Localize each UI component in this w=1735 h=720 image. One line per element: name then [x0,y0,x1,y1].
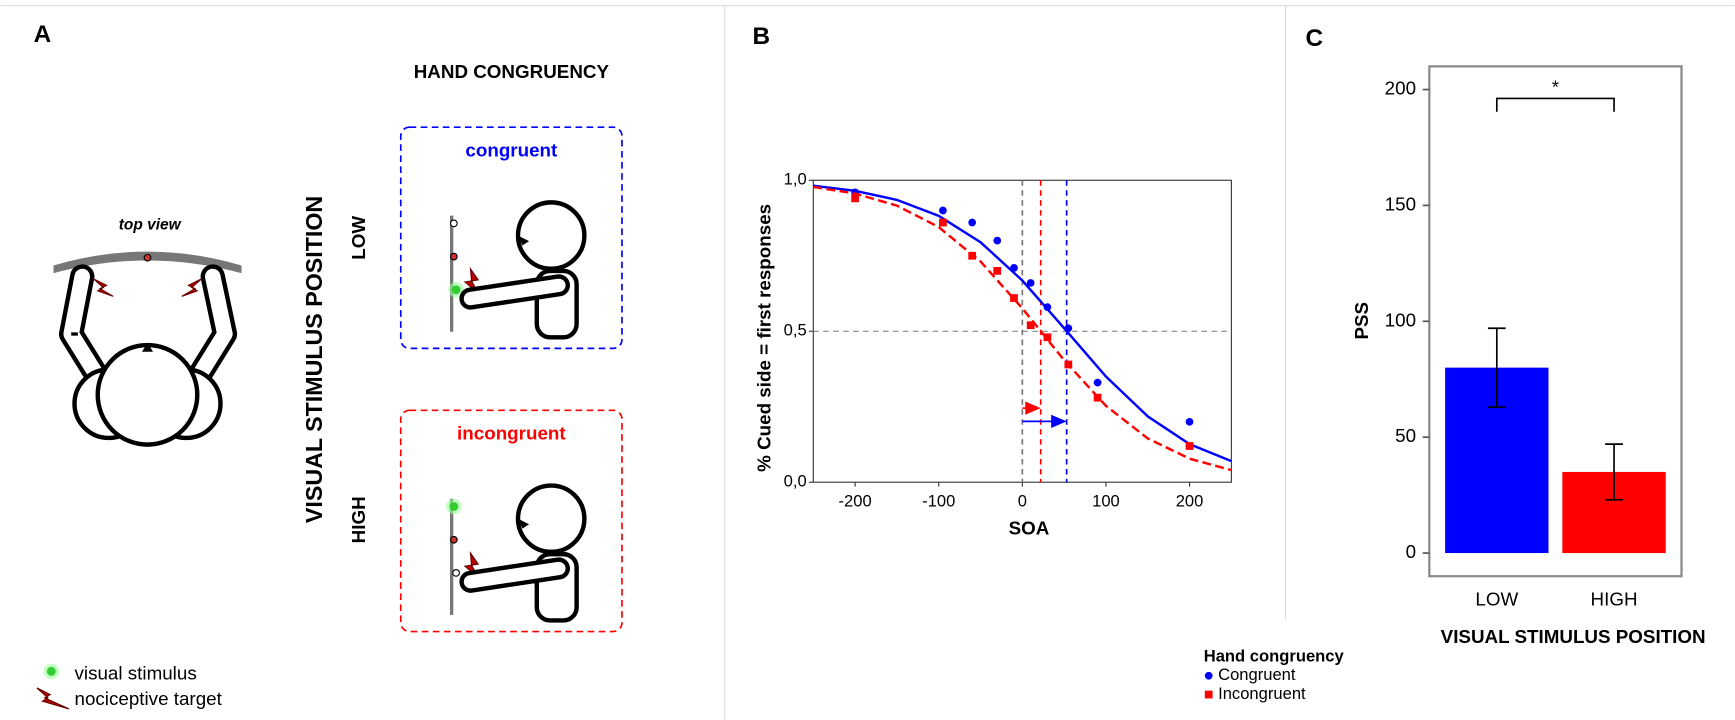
x-tick-label: 100 [1092,491,1120,510]
x-tick-label: HIGH [1591,589,1638,610]
significance-label: * [1552,76,1560,97]
data-point [939,218,947,227]
data-point [1185,442,1194,450]
x-tick-label: LOW [1475,589,1518,610]
data-point [1185,417,1194,426]
y-tick-label: 0,5 [784,321,807,340]
legend-label: nociceptive target [75,688,223,709]
y-tick-label: 0 [1406,541,1416,562]
legend-title: Hand congruency [1204,646,1345,665]
condition-box [399,409,623,633]
legend-marker [1204,690,1213,699]
shift-arrowhead [1025,401,1041,415]
fit-curve [813,184,1232,463]
data-point [993,236,1002,245]
column-header: HAND CONGRUENCY [414,61,610,82]
y-tick-label: 200 [1385,78,1416,99]
panel-label: B [752,23,770,50]
significance-bracket [1495,97,1615,112]
data-point [1026,279,1035,287]
data-point [1026,321,1035,330]
legend-label: visual stimulus [75,663,197,684]
row-label: HIGH [348,496,369,543]
y-axis-label: % Cued side = first responses [754,204,775,472]
y-tick-label: 150 [1385,193,1416,214]
row-header: VISUAL STIMULUS POSITION [301,196,327,523]
data-point [1010,294,1018,302]
top-view-label: top view [119,217,182,234]
y-tick-label: 50 [1395,425,1416,446]
data-point [1043,303,1052,311]
data-point [993,266,1002,275]
data-point [968,218,977,227]
row-label: LOW [348,216,369,260]
y-tick-label: 0,0 [784,472,807,491]
shift-arrowhead [1051,414,1067,429]
person-figure [448,200,587,340]
panel-label: A [34,21,52,48]
fit-curve [813,185,1232,472]
legend-icon [36,687,70,710]
top-view-figure [53,251,242,447]
condition-label: incongruent [457,423,566,444]
x-axis-label: SOA [1009,518,1050,539]
legend-label: Incongruent [1218,684,1306,703]
data-point [1093,393,1102,402]
data-point [1093,378,1102,387]
data-point [1010,263,1018,272]
x-tick-label: -100 [922,491,955,510]
person-figure [446,483,587,623]
y-tick-label: 100 [1385,309,1416,330]
y-tick-label: 1,0 [784,170,807,189]
data-point [968,251,977,260]
data-point [851,194,859,203]
legend-icon [46,666,56,676]
y-axis-label: PSS [1351,302,1372,340]
data-point [1043,333,1052,342]
panel-label: C [1305,25,1323,52]
data-point [1064,360,1073,369]
x-tick-label: 200 [1176,491,1204,510]
legend-marker [1204,671,1213,680]
legend-label: Congruent [1218,665,1296,684]
x-tick-label: -200 [839,491,872,510]
x-axis-label: VISUAL STIMULUS POSITION [1441,626,1706,647]
x-tick-label: 0 [1018,491,1027,510]
condition-label: congruent [465,139,558,160]
data-point [939,206,947,215]
data-point [1064,324,1073,333]
condition-box [399,126,623,350]
